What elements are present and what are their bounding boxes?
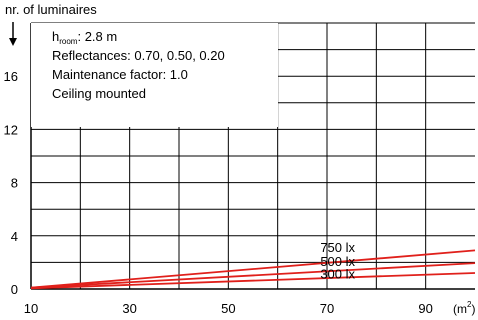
x-tick-label: 30 [122,301,136,316]
y-axis-label: nr. of luminaires [5,2,97,17]
y-tick-label: 4 [11,229,18,244]
x-tick-label: 10 [24,301,38,316]
x-axis-unit-label: (m2) [453,300,475,316]
data-series [30,249,476,290]
info-mounting: Ceiling mounted [52,86,146,101]
info-maintenance-factor: Maintenance factor: 1.0 [52,67,188,82]
y-tick-label: 8 [11,176,18,191]
y-tick-label: 16 [4,69,18,84]
info-room-height: hroom: 2.8 m [52,29,117,46]
y-axis-arrow-icon [9,22,17,46]
series-label: 300 lx [320,266,355,281]
x-tick-label: 70 [320,301,334,316]
tick-labels: 10 30 50 70 90 0 4 8 12 16 [4,69,433,316]
series-line [30,249,476,289]
series-label: 500 lx [320,254,355,269]
series-line [30,262,476,289]
series-label: 750 lx [320,240,355,255]
x-tick-label: 90 [418,301,432,316]
info-box-background [31,23,278,127]
x-tick-label: 50 [221,301,235,316]
y-tick-label: 12 [4,122,18,137]
info-reflectances: Reflectances: 0.70, 0.50, 0.20 [52,48,225,63]
info-box: hroom: 2.8 m Reflectances: 0.70, 0.50, 0… [31,23,278,127]
series-line [30,272,476,290]
y-tick-label: 0 [11,282,18,297]
